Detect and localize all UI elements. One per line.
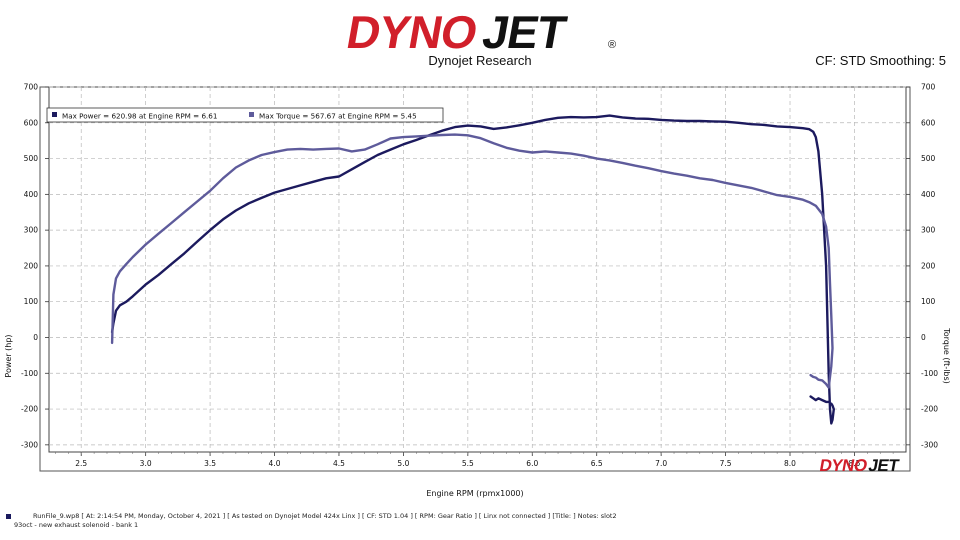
x-tick-label: 7.0 [655,459,667,468]
y-tick-label-right: 300 [921,226,936,235]
axis-ticks: -300 -300 -200 -200 -100 -100 0 0 100 100 200 200 30… [21,83,938,469]
legend-swatch-power [52,112,57,117]
y-tick-label-left: 500 [24,154,39,163]
y-axis-title-left: Power (hp) [4,334,13,377]
y-tick-label-left: 400 [24,190,39,199]
run-info-footer: RunFile_9.wp8 [ At: 2:14:54 PM, Monday, … [6,512,617,520]
dynojet-watermark: DYNO JET [818,455,901,475]
watermark-jet: JET [867,455,901,475]
y-tick-label-right: 500 [921,154,936,163]
plot-frame-outer [39,86,911,472]
x-axis-title: Engine RPM (rpmx1000) [426,489,523,498]
y-tick-label-left: 0 [33,333,38,342]
legend-entry-torque: Max Torque = 567.67 at Engine RPM = 5.45 [259,112,417,121]
y-tick-label-left: 200 [24,261,39,270]
svg-text:DYNO: DYNO [343,6,481,56]
y-tick-label-left: 100 [24,297,39,306]
series [110,114,835,425]
run-notes: 93oct - new exhaust solenoid - bank 1 [14,521,139,529]
y-tick-label-right: -100 [921,369,938,378]
y-tick-label-right: -200 [921,405,938,414]
x-tick-label: 8.0 [784,459,796,468]
x-tick-label: 6.0 [526,459,538,468]
x-tick-label: 7.5 [720,459,732,468]
legend-entry-power: Max Power = 620.98 at Engine RPM = 6.61 [62,112,217,121]
y-tick-label-left: -300 [21,440,38,449]
x-tick-label: 4.5 [333,459,345,468]
chart-subtitle: Dynojet Research [428,53,532,68]
x-tick-label: 5.5 [462,459,474,468]
x-tick-label: 8.5 [848,459,860,468]
torque-curve [110,133,834,389]
x-tick-label: 4.0 [269,459,281,468]
svg-text:®: ® [608,39,616,51]
dynojet-logo: DYNO JET ® [343,6,616,56]
grid [48,86,907,453]
y-tick-label-right: 600 [921,118,936,127]
y-tick-label-right: 100 [921,297,936,306]
x-tick-label: 2.5 [75,459,87,468]
y-tick-label-left: -100 [21,369,38,378]
y-tick-label-left: 300 [24,226,39,235]
y-tick-label-left: 600 [24,118,39,127]
x-tick-label: 5.0 [397,459,409,468]
correction-factor-info: CF: STD Smoothing: 5 [815,53,946,68]
legend-box [46,107,444,123]
dyno-chart: -300 -300 -200 -200 -100 -100 0 0 100 100 200 200 30… [4,83,951,499]
y-tick-label-right: 700 [921,83,936,92]
y-tick-label-right: 0 [921,333,926,342]
watermark-dyno: DYNO [818,455,869,475]
legend: Max Power = 620.98 at Engine RPM = 6.61 … [46,107,444,123]
x-tick-label: 6.5 [591,459,603,468]
legend-swatch-torque [249,112,254,117]
y-tick-label-left: -200 [21,405,38,414]
run-marker-icon [6,513,11,519]
y-tick-label-right: -300 [921,440,938,449]
y-tick-label-right: 400 [921,190,936,199]
x-tick-label: 3.5 [204,459,216,468]
y-tick-label-left: 700 [24,83,39,92]
y-tick-label-right: 200 [921,261,936,270]
svg-text:JET: JET [479,6,570,56]
x-tick-label: 3.0 [140,459,152,468]
run-info-text: RunFile_9.wp8 [ At: 2:14:54 PM, Monday, … [33,512,617,520]
y-axis-title-right: Torque (ft-lbs) [942,327,951,384]
